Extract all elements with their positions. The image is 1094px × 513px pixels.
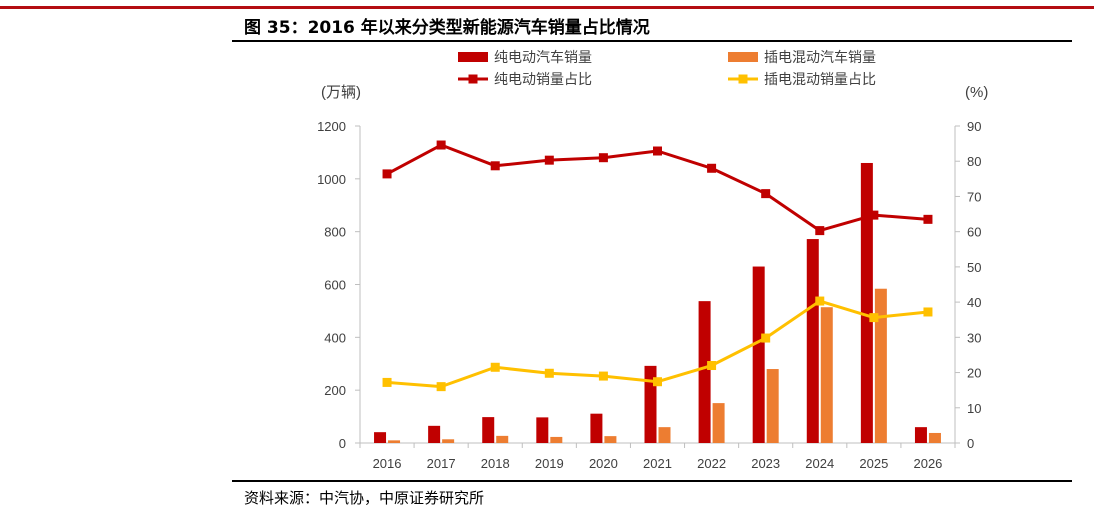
bev-sales-bar xyxy=(806,239,819,443)
y-left-tick-label: 800 xyxy=(324,225,346,240)
phev-sales-bar xyxy=(820,307,833,443)
x-tick-label: 2025 xyxy=(859,456,888,471)
bev-sales-bar xyxy=(428,425,441,443)
axes xyxy=(355,125,960,448)
bev-sales-bar xyxy=(914,427,927,443)
figure-title: 图 35：2016 年以来分类型新能源汽车销量占比情况 xyxy=(244,18,650,38)
y-right-axis-label: (%) xyxy=(965,84,988,101)
y-right-tick-label: 60 xyxy=(967,225,981,240)
y-right-tick-label: 30 xyxy=(967,330,981,345)
phev-share-point xyxy=(598,371,608,381)
bev-share-point xyxy=(598,153,608,163)
phev-sales-bar xyxy=(550,436,563,443)
x-tick-label: 2021 xyxy=(643,456,672,471)
legend-swatch-bar xyxy=(728,52,758,62)
y-right-tick-label: 20 xyxy=(967,366,981,381)
bev-share-point xyxy=(707,163,717,173)
phev-share-point xyxy=(707,361,717,371)
y-right-tick-label: 0 xyxy=(967,436,974,451)
phev-sales-bar xyxy=(658,427,671,443)
bev-sales-bar xyxy=(752,266,765,443)
bev-sales-bar xyxy=(374,432,387,443)
phev-share-point xyxy=(869,313,879,323)
phev-sales-bar xyxy=(496,435,509,443)
bev-sales-bar xyxy=(698,301,711,443)
bev-share-point xyxy=(923,214,933,224)
legend-label: 插电混动汽车销量 xyxy=(764,49,876,65)
phev-share-point xyxy=(382,377,392,387)
phev-sales-bar xyxy=(388,440,401,443)
x-tick-label: 2016 xyxy=(373,456,402,471)
legend-swatch-marker xyxy=(468,74,478,84)
phev-share-point xyxy=(544,368,554,378)
phev-share-point xyxy=(923,307,933,317)
x-tick-label: 2018 xyxy=(481,456,510,471)
y-left-axis-label: (万辆) xyxy=(321,84,361,101)
lines xyxy=(382,140,933,392)
bev-sales-bar xyxy=(536,417,549,443)
x-tick-label: 2020 xyxy=(589,456,618,471)
footer-rule xyxy=(232,480,1072,482)
bev-share-point xyxy=(761,189,771,199)
bars xyxy=(374,162,941,443)
phev-share-line xyxy=(386,299,929,389)
header-rule xyxy=(0,6,1094,9)
bev-sales-bar xyxy=(590,413,603,443)
x-tick-label: 2024 xyxy=(805,456,834,471)
phev-share-point xyxy=(653,377,662,387)
bev-share-point xyxy=(436,140,446,150)
y-left-tick-label: 600 xyxy=(324,278,346,293)
legend-swatch-marker xyxy=(738,74,748,84)
bev-share-point xyxy=(653,146,662,156)
legend-swatch-bar xyxy=(458,52,488,62)
phev-share-point xyxy=(436,382,446,392)
y-right-tick-label: 90 xyxy=(967,119,981,134)
phev-sales-bar xyxy=(874,288,887,443)
y-right-tick-label: 40 xyxy=(967,295,981,310)
bev-share-point xyxy=(869,210,879,220)
phev-sales-bar xyxy=(766,369,779,443)
bev-sales-bar xyxy=(860,162,873,443)
phev-sales-bar xyxy=(442,439,455,443)
legend-label: 插电混动销量占比 xyxy=(764,71,876,87)
phev-share-point xyxy=(761,333,771,343)
phev-sales-bar xyxy=(604,436,617,443)
y-left-tick-label: 1200 xyxy=(317,119,346,134)
bev-share-point xyxy=(382,169,392,179)
source-note: 资料来源：中汽协，中原证券研究所 xyxy=(244,489,485,507)
y-right-tick-label: 80 xyxy=(967,154,981,169)
bev-share-point xyxy=(544,155,554,165)
legend-label: 纯电动销量占比 xyxy=(494,71,592,87)
legend-label: 纯电动汽车销量 xyxy=(494,49,592,65)
bev-share-point xyxy=(490,161,500,171)
x-tick-label: 2022 xyxy=(697,456,726,471)
x-tick-label: 2019 xyxy=(535,456,564,471)
y-left-tick-label: 400 xyxy=(324,330,346,345)
bev-sales-bar xyxy=(482,417,495,443)
y-right-tick-label: 70 xyxy=(967,189,981,204)
y-left-tick-label: 200 xyxy=(324,383,346,398)
x-tick-label: 2026 xyxy=(913,456,942,471)
x-tick-label: 2023 xyxy=(751,456,780,471)
phev-share-point xyxy=(815,296,825,306)
phev-sales-bar xyxy=(928,432,941,443)
y-left-tick-label: 0 xyxy=(339,436,346,451)
y-left-tick-label: 1000 xyxy=(317,172,346,187)
y-right-tick-label: 50 xyxy=(967,260,981,275)
y-right-tick-label: 10 xyxy=(967,401,981,416)
bev-share-line xyxy=(386,143,929,233)
phev-sales-bar xyxy=(712,403,725,443)
title-underline xyxy=(232,40,1072,42)
x-tick-label: 2017 xyxy=(427,456,456,471)
tick-labels: 0 200 400 600 800 1000 1200 0 10 20 30 40 50 60 70 80 90… xyxy=(317,119,981,471)
phev-share-point xyxy=(490,362,500,372)
bev-share-point xyxy=(815,226,825,236)
